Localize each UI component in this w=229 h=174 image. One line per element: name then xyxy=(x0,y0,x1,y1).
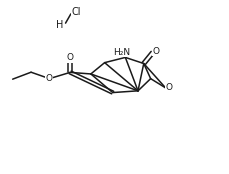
Text: H₂N: H₂N xyxy=(113,48,130,57)
Text: Cl: Cl xyxy=(71,7,80,17)
Text: H: H xyxy=(56,20,63,30)
Text: O: O xyxy=(165,83,172,92)
Text: O: O xyxy=(66,53,73,62)
Text: O: O xyxy=(46,74,53,83)
Text: O: O xyxy=(152,47,158,56)
